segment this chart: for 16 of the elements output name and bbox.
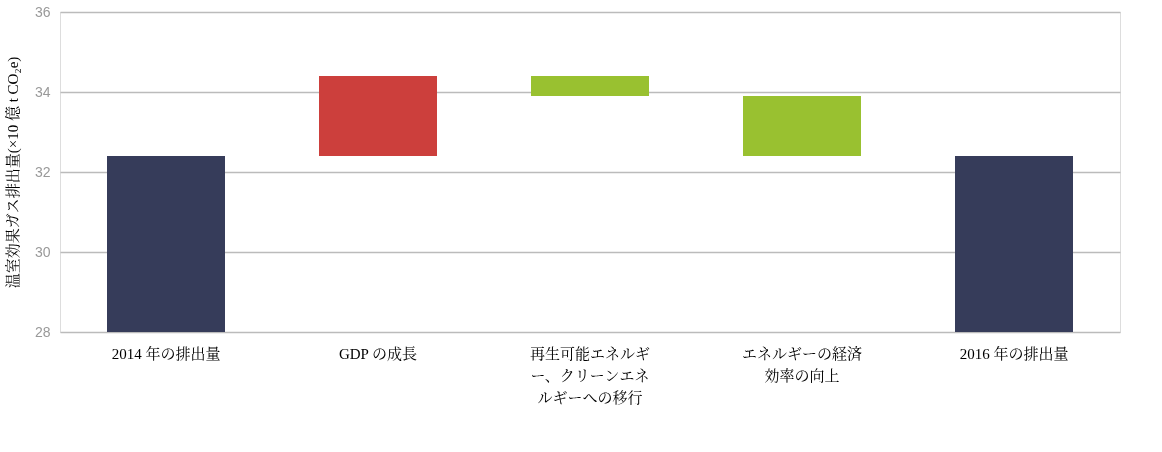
y-tick-label: 30 [34,243,51,260]
x-tick-label: GDP の成長 [338,345,418,362]
bar [743,96,861,156]
y-tick-label: 28 [34,323,51,340]
x-tick-label: 2014 年の排出量 [111,344,221,362]
bar [107,156,225,332]
y-axis-title: 温室効果ガス排出量(×10 億 t CO₂e) [3,56,22,289]
bar [955,156,1073,332]
x-tick-label: 再生可能エネルギー、クリーンエネルギーへの移行 [529,345,651,406]
y-tick-label: 32 [34,163,51,180]
bar [319,76,437,156]
y-tick-label: 36 [34,3,51,20]
x-tick-label: エネルギーの経済効率の向上 [741,344,863,384]
bar [531,76,649,96]
y-tick-label: 34 [34,83,51,100]
x-tick-label: 2016 年の排出量 [959,344,1069,362]
